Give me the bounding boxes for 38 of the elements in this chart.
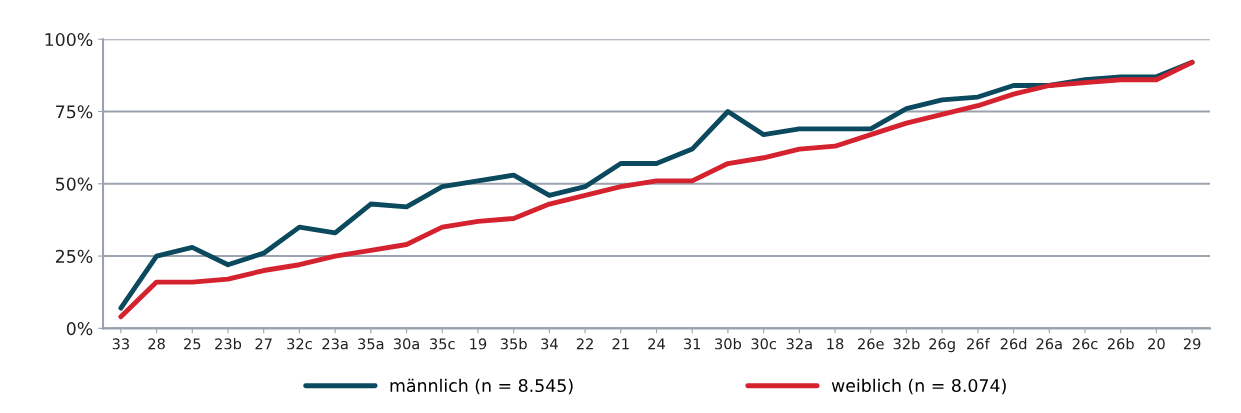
- x-tick-label: 27: [255, 338, 272, 350]
- x-tick-label: 23b: [215, 338, 242, 350]
- y-tick-label: 100%: [45, 32, 93, 47]
- x-tick-label: 30c: [751, 338, 776, 350]
- x-tick-label: 24: [648, 338, 665, 350]
- x-tick-label: 33: [112, 338, 129, 350]
- x-tick-label: 35b: [500, 338, 527, 350]
- legend-label: weiblich (n = 8.074): [831, 378, 1006, 395]
- x-tick-label: 26f: [967, 338, 990, 350]
- x-tick-label: 28: [148, 338, 165, 350]
- x-tick-label: 21: [612, 338, 629, 350]
- x-tick-label: 22: [576, 338, 593, 350]
- x-tick-label: 23a: [322, 338, 348, 350]
- x-tick-label: 26a: [1036, 338, 1062, 350]
- legend-label: männlich (n = 8.545): [390, 378, 573, 395]
- y-tick-label: 50%: [56, 177, 93, 191]
- x-tick-label: 19: [470, 338, 487, 350]
- x-tick-label: 26e: [858, 338, 884, 350]
- x-tick-label: 32c: [287, 338, 312, 350]
- x-tick-label: 29: [1183, 338, 1201, 350]
- x-tick-label: 20: [1148, 338, 1165, 350]
- x-tick-label: 31: [684, 338, 701, 350]
- x-tick-label: 35c: [430, 338, 455, 350]
- y-tick-label: 0%: [66, 322, 93, 336]
- x-tick-label: 35a: [358, 338, 384, 350]
- x-tick-label: 26c: [1072, 338, 1098, 350]
- x-tick-label: 25: [184, 338, 201, 350]
- x-tick-label: 32a: [786, 338, 812, 350]
- x-tick-label: 18: [827, 338, 844, 350]
- y-tick-label: 25%: [55, 249, 93, 263]
- y-tick-label: 75%: [56, 105, 93, 119]
- x-tick-label: 26g: [929, 338, 955, 353]
- x-tick-label: 26d: [1000, 338, 1027, 350]
- x-tick-label: 34: [541, 338, 558, 350]
- x-tick-label: 32b: [893, 338, 920, 350]
- x-tick-label: 26b: [1107, 338, 1134, 350]
- x-tick-label: 30b: [715, 338, 742, 350]
- x-tick-label: 30a: [393, 338, 419, 350]
